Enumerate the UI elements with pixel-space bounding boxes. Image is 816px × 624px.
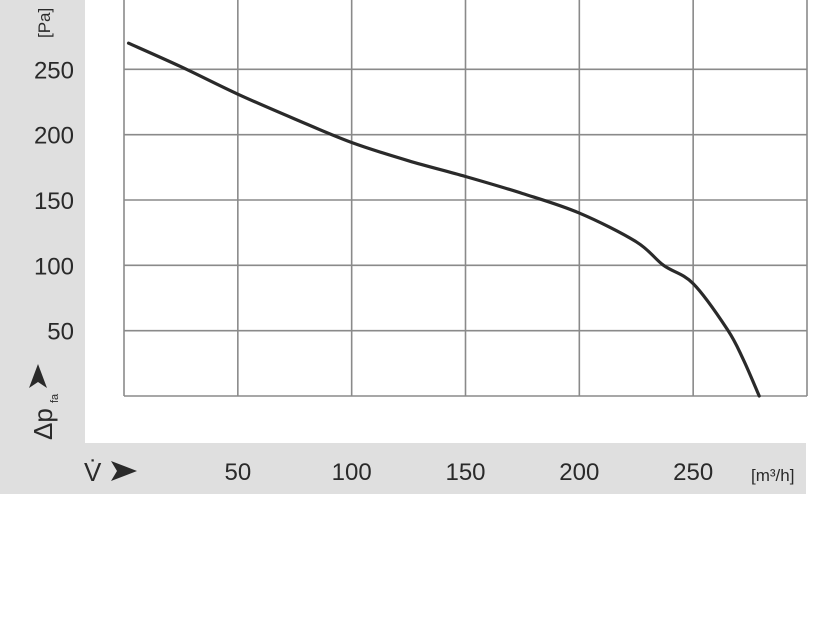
grid xyxy=(123,0,808,397)
series-line xyxy=(126,41,761,398)
y-label-delta-p: Δp xyxy=(28,408,58,440)
y-tick-labels: 50 100 150 200 250 xyxy=(34,57,74,345)
x-unit-label: [m³/h] xyxy=(751,466,794,485)
y-tick-label: 250 xyxy=(34,57,74,84)
x-tick-label: 250 xyxy=(673,459,713,486)
x-axis-band xyxy=(0,443,806,494)
y-label-subscript: fa xyxy=(49,393,61,403)
x-axis-arrow-icon xyxy=(111,461,137,481)
x-tick-label: 200 xyxy=(559,459,599,486)
y-axis-arrow-icon xyxy=(29,364,47,388)
x-tick-label: 100 xyxy=(332,459,372,486)
y-axis-label: Δp fa xyxy=(28,393,61,440)
x-tick-label: 50 xyxy=(224,459,251,486)
y-unit-label: [Pa] xyxy=(35,8,54,38)
x-tick-labels: 50 100 150 200 250 xyxy=(224,459,713,486)
y-tick-label: 200 xyxy=(34,123,74,150)
y-tick-label: 100 xyxy=(34,253,74,280)
x-axis-label: V̇ xyxy=(84,457,102,487)
y-tick-label: 50 xyxy=(47,319,74,346)
y-axis-band xyxy=(0,0,85,443)
x-tick-label: 150 xyxy=(445,459,485,486)
y-tick-label: 150 xyxy=(34,188,74,215)
